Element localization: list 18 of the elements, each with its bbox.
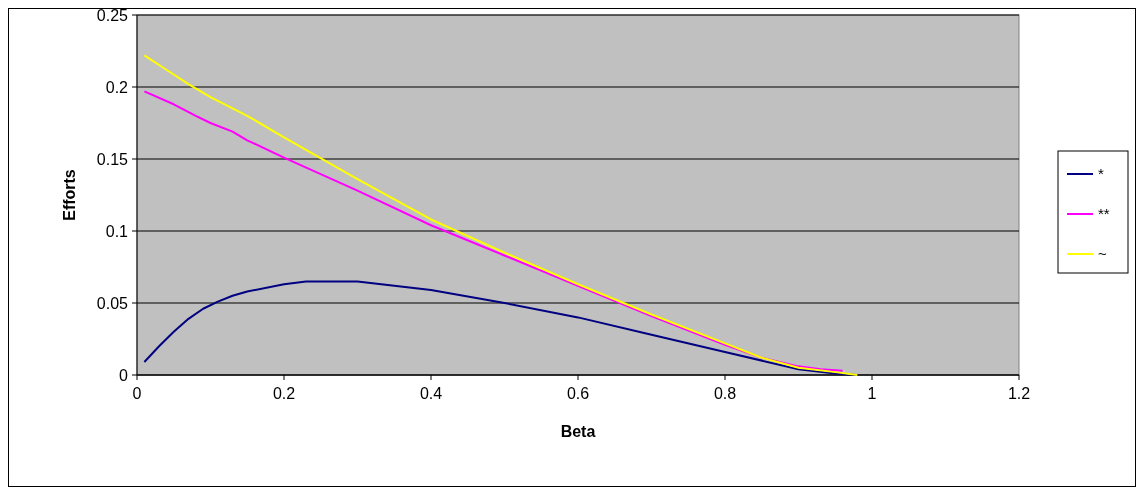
y-axis-title: Efforts — [61, 169, 78, 221]
y-tick-label: 0.25 — [96, 6, 129, 24]
x-tick-label: 0.6 — [566, 385, 590, 402]
legend-label: * — [1098, 165, 1104, 183]
x-tick-label: 1.2 — [1007, 385, 1031, 402]
x-tick-label: 0 — [132, 385, 142, 402]
x-axis-title: Beta — [560, 423, 596, 440]
y-tick-label: 0 — [119, 366, 129, 384]
x-tick-label: 0.2 — [272, 385, 296, 402]
y-tick-label: 0.15 — [96, 150, 129, 168]
x-tick-label: 1 — [867, 385, 877, 402]
y-tick-label: 0.1 — [105, 222, 129, 240]
y-tick-label: 0.05 — [96, 294, 129, 312]
x-tick-label: 0.4 — [419, 385, 443, 402]
x-tick-label: 0.8 — [713, 385, 737, 402]
y-tick-label: 0.2 — [105, 78, 129, 96]
legend-label: ~ — [1098, 245, 1107, 263]
legend-label: ** — [1098, 205, 1110, 223]
